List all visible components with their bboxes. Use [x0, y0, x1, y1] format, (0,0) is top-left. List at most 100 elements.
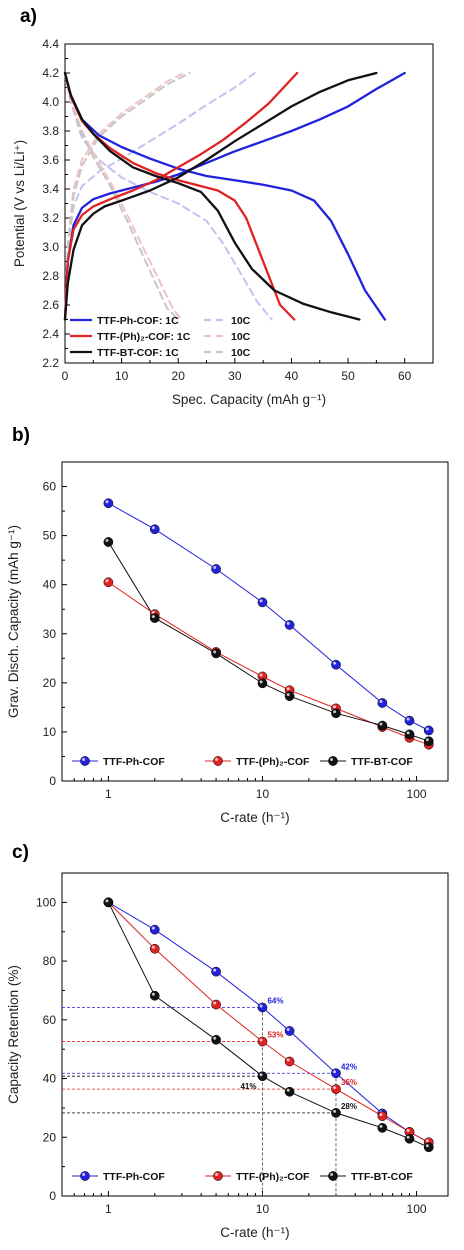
x-axis-label-c: C-rate (h⁻¹) [220, 1225, 289, 1240]
x-tick-label: 10 [115, 369, 129, 383]
legend-marker-highlight [82, 1173, 86, 1176]
data-point [149, 613, 160, 623]
data-point-highlight [379, 699, 383, 703]
y-axis-label-a: Potential (V vs Li/Li⁺) [12, 140, 27, 267]
y-tick-label: 40 [43, 578, 57, 592]
data-point [284, 620, 295, 630]
retention-annotation: 36% [341, 1078, 357, 1087]
data-point-highlight [151, 526, 155, 530]
data-point-highlight [425, 1139, 429, 1143]
data-point-highlight [286, 693, 290, 697]
y-tick-label: 2.6 [42, 298, 59, 312]
data-point [149, 524, 160, 535]
x-tick-label: 100 [407, 1202, 427, 1216]
data-point-highlight [259, 1038, 263, 1042]
x-tick-label: 0 [62, 369, 69, 383]
data-point [423, 1142, 434, 1153]
data-point [331, 1068, 341, 1079]
data-point-highlight [259, 1004, 263, 1008]
x-tick-label: 50 [341, 369, 355, 383]
series-line-1 [108, 581, 429, 746]
data-point-highlight [213, 565, 217, 569]
y-tick-label: 20 [43, 1130, 57, 1144]
data-point [423, 736, 434, 747]
y-tick-label: 0 [49, 1189, 56, 1203]
data-point [211, 966, 221, 977]
y-tick-label: 0 [49, 774, 56, 788]
data-point-highlight [259, 1073, 263, 1077]
legend-label-1: TTF-(Ph)₂-COF: 1C [97, 331, 191, 343]
legend-marker-2 [328, 1171, 338, 1181]
y-tick-label: 4.0 [42, 95, 59, 109]
series-line-0 [108, 901, 429, 1144]
data-point [103, 577, 114, 588]
data-point-highlight [286, 1088, 290, 1092]
data-point [284, 1056, 295, 1067]
data-point [284, 691, 295, 701]
data-point [284, 1086, 295, 1097]
data-point [423, 725, 434, 736]
legend-label-4: 10C [231, 331, 251, 343]
data-point [103, 498, 114, 509]
panel-label-c: c) [12, 842, 29, 863]
data-point-highlight [379, 722, 383, 726]
data-point-highlight [333, 661, 337, 665]
panel-label-a: a) [20, 6, 37, 27]
data-point-highlight [333, 1086, 337, 1090]
legend-label-0: TTF-Ph-COF [103, 756, 165, 768]
plot-frame-c [61, 872, 449, 1197]
data-point [377, 1123, 388, 1133]
retention-annotation: 28% [341, 1102, 357, 1111]
x-tick-label: 1 [105, 1202, 112, 1216]
data-point-highlight [151, 992, 155, 996]
y-tick-label: 80 [43, 954, 57, 968]
y-tick-label: 3.8 [42, 124, 59, 138]
curve-bt-charge-1c [63, 71, 378, 321]
legend-marker-highlight [215, 758, 219, 761]
data-point [103, 537, 114, 547]
y-tick-label: 3.4 [42, 182, 59, 196]
retention-annotation: 64% [267, 996, 283, 1005]
y-tick-label: 4.4 [42, 37, 59, 51]
data-point [331, 1108, 341, 1118]
data-point [284, 1026, 295, 1036]
x-axis-label-b: C-rate (h⁻¹) [220, 810, 289, 825]
data-point [404, 729, 415, 740]
y-tick-label: 20 [43, 676, 57, 690]
legend-label-5: 10C [231, 347, 251, 359]
data-point [257, 597, 268, 608]
legend-label-1: TTF-(Ph)₂-COF [236, 756, 310, 768]
x-tick-label: 20 [172, 369, 186, 383]
y-tick-label: 50 [43, 529, 57, 543]
series-line-2 [107, 541, 429, 742]
data-point-highlight [259, 680, 263, 684]
data-point-highlight [105, 579, 109, 583]
legend-marker-highlight [215, 1173, 219, 1176]
series-line-1 [108, 902, 429, 1143]
data-point [404, 1133, 415, 1144]
data-point [211, 999, 221, 1010]
data-point-highlight [286, 621, 290, 625]
chart-a: a) 2.2 2.4 2.6 2.8 3.0 3.2 3.4 3.6 3.8 4.0 4.2 4.4 0 1… [12, 6, 434, 407]
data-point [149, 943, 160, 954]
x-tick-label: 10 [256, 787, 270, 801]
x-tick-label: 100 [407, 787, 427, 801]
y-tick-label: 3.0 [42, 240, 59, 254]
data-point-highlight [259, 599, 263, 603]
data-point-highlight [213, 1001, 217, 1005]
data-point [377, 1111, 388, 1121]
y-tick-label: 2.4 [42, 327, 59, 341]
legend-label-0: TTF-Ph-COF [103, 1171, 165, 1183]
data-point [211, 564, 221, 574]
data-point-highlight [333, 1070, 337, 1074]
panel-label-b: b) [12, 425, 30, 446]
legend-label-3: 10C [231, 315, 251, 327]
y-tick-label: 60 [43, 1013, 57, 1027]
data-point [257, 678, 268, 689]
curve-ph-charge-1c [63, 71, 406, 321]
x-tick-label: 60 [398, 369, 412, 383]
curve-bt_light-discharge-10c [64, 72, 180, 321]
y-tick-label: 4.2 [42, 66, 59, 80]
curve-bt-discharge-1c [63, 71, 361, 321]
data-point [331, 659, 341, 670]
